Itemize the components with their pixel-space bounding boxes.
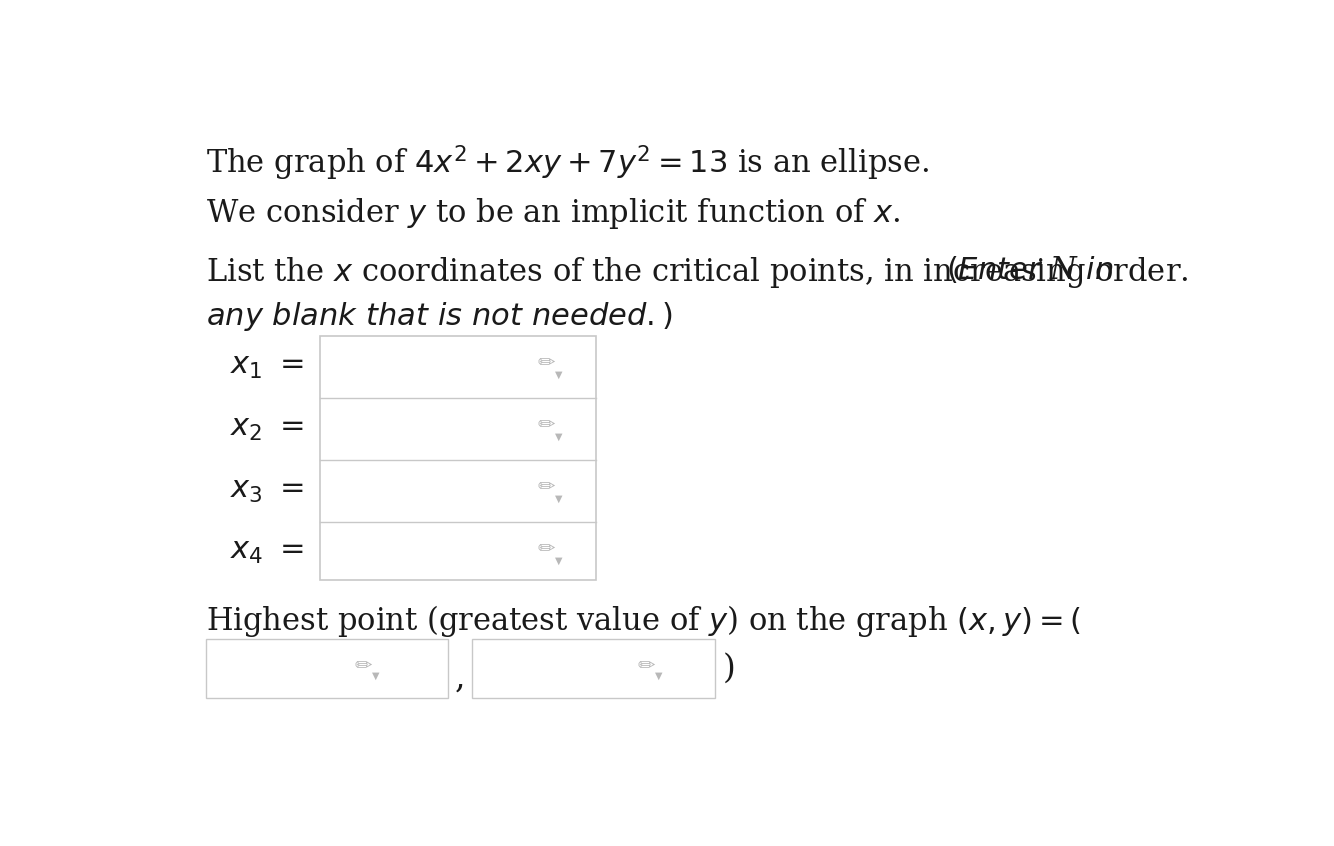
Text: ▼: ▼: [555, 370, 562, 380]
Bar: [472, 639, 715, 698]
Text: $x_3$ $=$: $x_3$ $=$: [229, 474, 304, 504]
Text: $x_1$ $=$: $x_1$ $=$: [229, 350, 304, 381]
Text: $x_4$ $=$: $x_4$ $=$: [229, 536, 304, 567]
Text: List the $x$ coordinates of the critical points, in increasing order.: List the $x$ coordinates of the critical…: [205, 255, 1191, 289]
Text: ,: ,: [455, 662, 466, 695]
Bar: [205, 639, 448, 698]
Text: ▼: ▼: [655, 671, 663, 681]
Text: ✏: ✏: [538, 475, 555, 496]
Text: $(Enter$ N $in$: $(Enter$ N $in$: [946, 255, 1114, 286]
Text: $x_2$ $=$: $x_2$ $=$: [229, 412, 304, 442]
Text: ▼: ▼: [555, 494, 562, 504]
Text: ▼: ▼: [555, 556, 562, 566]
Bar: [320, 336, 596, 580]
Text: $any\ blank\ that\ is\ not\ needed.)$: $any\ blank\ that\ is\ not\ needed.)$: [205, 300, 672, 333]
Text: ✏: ✏: [538, 538, 555, 558]
Text: ✏: ✏: [538, 352, 555, 372]
Text: ▼: ▼: [555, 432, 562, 442]
Text: ✏: ✏: [638, 655, 655, 675]
Text: ▼: ▼: [372, 671, 379, 681]
Text: We consider $y$ to be an implicit function of $x$.: We consider $y$ to be an implicit functi…: [205, 196, 900, 231]
Text: ✏: ✏: [538, 414, 555, 434]
Text: ✏: ✏: [355, 655, 372, 675]
Text: ): ): [723, 652, 736, 684]
Text: The graph of $4x^2 + 2xy + 7y^2 = 13$ is an ellipse.: The graph of $4x^2 + 2xy + 7y^2 = 13$ is…: [205, 144, 930, 184]
Text: Highest point (greatest value of $y$) on the graph $(x, y) = ($: Highest point (greatest value of $y$) on…: [205, 603, 1081, 639]
